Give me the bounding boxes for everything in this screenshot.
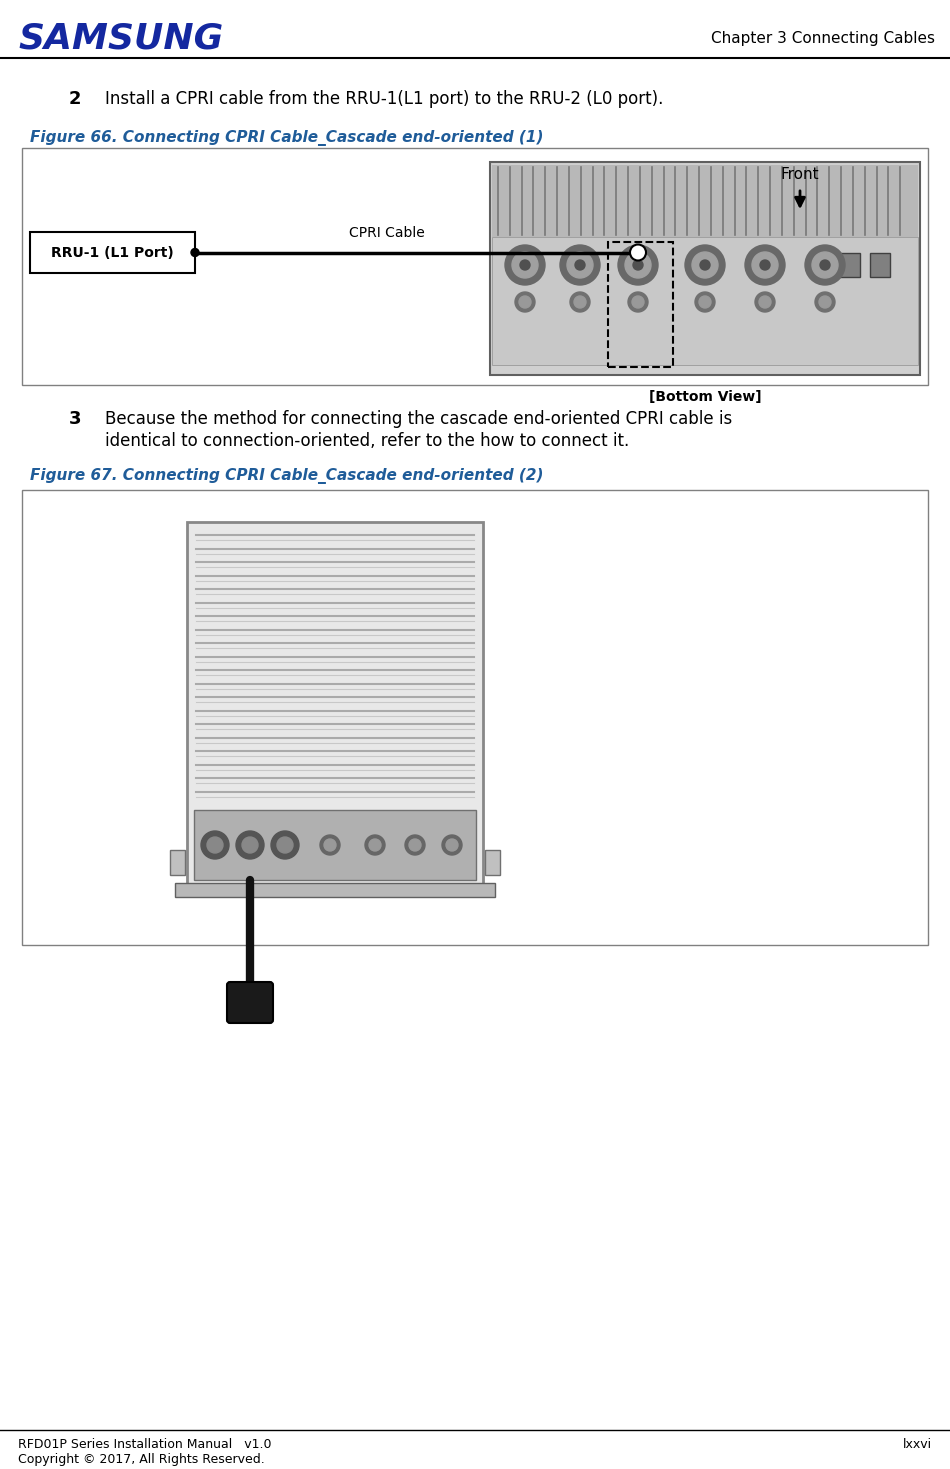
Circle shape bbox=[365, 834, 385, 855]
Circle shape bbox=[745, 245, 785, 285]
Circle shape bbox=[628, 292, 648, 311]
Circle shape bbox=[442, 834, 462, 855]
Circle shape bbox=[191, 248, 199, 257]
Text: Front: Front bbox=[781, 166, 819, 182]
Circle shape bbox=[567, 253, 593, 278]
FancyBboxPatch shape bbox=[492, 237, 918, 364]
Circle shape bbox=[819, 295, 831, 308]
Bar bbox=[22, 491, 928, 945]
Circle shape bbox=[692, 253, 718, 278]
Circle shape bbox=[446, 839, 458, 851]
Text: Figure 66. Connecting CPRI Cable_Cascade end-oriented (1): Figure 66. Connecting CPRI Cable_Cascade… bbox=[30, 129, 543, 145]
Bar bbox=[194, 809, 476, 880]
Circle shape bbox=[700, 260, 710, 270]
Circle shape bbox=[570, 292, 590, 311]
FancyBboxPatch shape bbox=[490, 162, 920, 375]
Text: [Bottom View]: [Bottom View] bbox=[649, 389, 761, 404]
FancyBboxPatch shape bbox=[187, 521, 483, 887]
Circle shape bbox=[505, 245, 545, 285]
Circle shape bbox=[695, 292, 715, 311]
Text: identical to connection-oriented, refer to the how to connect it.: identical to connection-oriented, refer … bbox=[105, 432, 629, 450]
Text: RRU-1 (L1 Port): RRU-1 (L1 Port) bbox=[51, 245, 174, 260]
Circle shape bbox=[277, 837, 293, 853]
Bar bbox=[170, 851, 185, 876]
Circle shape bbox=[699, 295, 711, 308]
Circle shape bbox=[760, 260, 770, 270]
Circle shape bbox=[512, 253, 538, 278]
Bar bbox=[485, 851, 500, 876]
Circle shape bbox=[575, 260, 585, 270]
Circle shape bbox=[633, 260, 643, 270]
FancyBboxPatch shape bbox=[227, 981, 273, 1022]
Circle shape bbox=[207, 837, 223, 853]
Text: Install a CPRI cable from the RRU-1(L1 port) to the RRU-2 (L0 port).: Install a CPRI cable from the RRU-1(L1 p… bbox=[105, 90, 663, 109]
Circle shape bbox=[324, 839, 336, 851]
Circle shape bbox=[812, 253, 838, 278]
Circle shape bbox=[515, 292, 535, 311]
Text: Because the method for connecting the cascade end-oriented CPRI cable is: Because the method for connecting the ca… bbox=[105, 410, 732, 427]
FancyBboxPatch shape bbox=[492, 165, 918, 237]
Text: Chapter 3 Connecting Cables: Chapter 3 Connecting Cables bbox=[711, 31, 935, 46]
Text: Copyright © 2017, All Rights Reserved.: Copyright © 2017, All Rights Reserved. bbox=[18, 1453, 265, 1466]
Circle shape bbox=[236, 831, 264, 859]
Circle shape bbox=[271, 831, 299, 859]
Text: SAMSUNG: SAMSUNG bbox=[18, 21, 223, 54]
Circle shape bbox=[369, 839, 381, 851]
Bar bbox=[175, 883, 495, 898]
Text: CPRI Cable: CPRI Cable bbox=[349, 226, 425, 239]
Circle shape bbox=[815, 292, 835, 311]
Text: RFD01P Series Installation Manual   v1.0: RFD01P Series Installation Manual v1.0 bbox=[18, 1438, 272, 1451]
FancyBboxPatch shape bbox=[870, 253, 890, 278]
Circle shape bbox=[520, 260, 530, 270]
Circle shape bbox=[625, 253, 651, 278]
Circle shape bbox=[685, 245, 725, 285]
Circle shape bbox=[320, 834, 340, 855]
FancyBboxPatch shape bbox=[840, 253, 860, 278]
Circle shape bbox=[409, 839, 421, 851]
Circle shape bbox=[560, 245, 600, 285]
Bar bbox=[30, 232, 195, 273]
Circle shape bbox=[755, 292, 775, 311]
Circle shape bbox=[632, 295, 644, 308]
Circle shape bbox=[574, 295, 586, 308]
Bar bbox=[608, 242, 673, 367]
Circle shape bbox=[405, 834, 425, 855]
Circle shape bbox=[752, 253, 778, 278]
Circle shape bbox=[201, 831, 229, 859]
Circle shape bbox=[519, 295, 531, 308]
Circle shape bbox=[820, 260, 830, 270]
Circle shape bbox=[805, 245, 845, 285]
Circle shape bbox=[618, 245, 658, 285]
Circle shape bbox=[630, 244, 646, 260]
Text: 3: 3 bbox=[68, 410, 82, 427]
Circle shape bbox=[242, 837, 258, 853]
Text: 2: 2 bbox=[68, 90, 82, 109]
Text: lxxvi: lxxvi bbox=[902, 1438, 932, 1451]
Circle shape bbox=[759, 295, 771, 308]
Text: Figure 67. Connecting CPRI Cable_Cascade end-oriented (2): Figure 67. Connecting CPRI Cable_Cascade… bbox=[30, 469, 543, 483]
FancyBboxPatch shape bbox=[22, 148, 928, 385]
